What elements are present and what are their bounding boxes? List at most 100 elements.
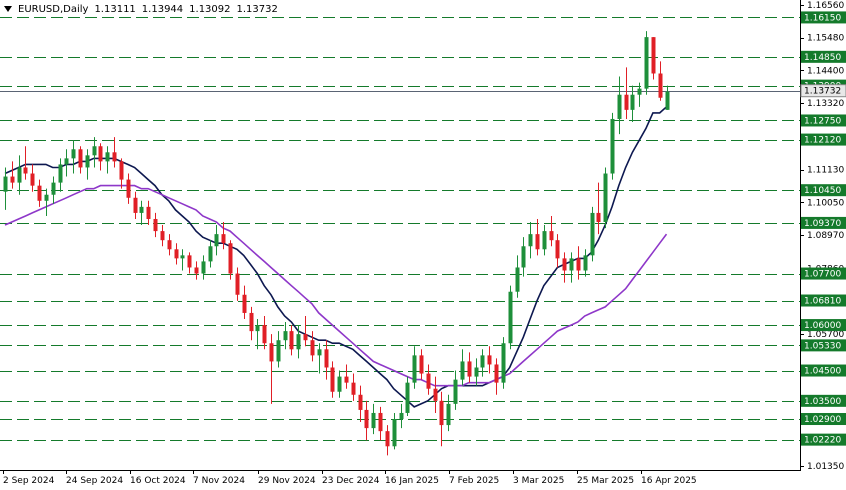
candle-body	[480, 355, 485, 368]
candle-body	[590, 212, 595, 256]
candle-body	[364, 409, 369, 429]
ohlc-low: 1.13092	[189, 4, 231, 15]
candle-body	[228, 243, 233, 274]
x-tick-label: 16 Jan 2025	[385, 476, 439, 486]
candle-body	[358, 394, 363, 410]
y-tick-label: 1.15480	[807, 34, 844, 44]
candle-body	[180, 255, 185, 259]
candle-body	[487, 355, 492, 365]
candle-body	[221, 234, 226, 244]
candle-body	[37, 185, 42, 201]
x-tick-label: 16 Apr 2025	[641, 476, 697, 486]
candle-body	[242, 294, 247, 313]
level-label-box	[801, 413, 846, 426]
candle-body	[630, 94, 635, 110]
level-label: 1.07700	[804, 270, 841, 280]
candle-body	[262, 325, 267, 344]
level-label: 1.03500	[804, 397, 841, 407]
level-label: 1.02900	[804, 415, 841, 425]
level-label-box	[801, 339, 846, 352]
candle-body	[201, 261, 206, 274]
candle-body	[126, 179, 131, 198]
candle-body	[64, 158, 69, 165]
current-price-label: 1.13732	[804, 87, 841, 97]
candle-body	[494, 364, 499, 383]
candle-body	[405, 382, 410, 413]
candle-body	[446, 403, 451, 426]
candle-body	[187, 255, 192, 268]
candle-body	[351, 382, 356, 395]
candle-body	[30, 173, 35, 186]
candle-body	[249, 312, 254, 332]
x-tick-label: 29 Nov 2024	[258, 476, 316, 486]
candle-body	[78, 149, 83, 168]
y-tick-label: 1.11130	[807, 166, 844, 176]
candle-body	[542, 231, 547, 250]
symbol-label: EURUSD,Daily	[18, 4, 89, 15]
candle-body	[58, 164, 63, 183]
level-label-box	[801, 364, 846, 377]
candle-body	[596, 212, 601, 223]
x-axis-labels: 2 Sep 2024 24 Sep 2024 16 Oct 2024 7 Nov 20…	[3, 470, 697, 486]
x-tick-label: 16 Oct 2024	[130, 476, 186, 486]
candle-body	[10, 176, 15, 183]
level-label: 1.09370	[804, 219, 841, 229]
candle-body	[17, 167, 22, 183]
candle-body	[71, 149, 76, 159]
candle-body	[23, 167, 28, 174]
symbol-dropdown-icon[interactable]	[4, 6, 12, 12]
candle-body	[105, 152, 110, 162]
candle-body	[378, 412, 383, 432]
candle-body	[644, 37, 649, 89]
level-label-box	[801, 184, 846, 197]
level-label: 1.14850	[804, 53, 841, 63]
candle-body	[344, 376, 349, 383]
level-label: 1.10450	[804, 186, 841, 196]
level-label-box	[801, 50, 846, 63]
x-tick-label: 7 Feb 2025	[449, 476, 499, 486]
chart-header: EURUSD,Daily 1.13111 1.13944 1.13092 1.13732	[4, 4, 284, 15]
candle-body	[119, 161, 124, 180]
candle-body	[153, 218, 158, 232]
candle-body	[283, 331, 288, 341]
candle-body	[412, 355, 417, 383]
candle-body	[535, 234, 540, 250]
candle-body	[303, 334, 308, 341]
y-tick-label: 1.10050	[807, 198, 844, 208]
y-tick-label: 1.05700	[807, 330, 844, 340]
candle-body	[562, 258, 567, 271]
candle-body	[392, 419, 397, 447]
candle-body	[255, 325, 260, 332]
candle-body	[521, 246, 526, 268]
level-label-box	[801, 267, 846, 280]
candle-body	[617, 94, 622, 119]
candle-body	[310, 340, 315, 356]
candles	[3, 31, 670, 456]
candle-body	[603, 173, 608, 223]
candle-body	[276, 340, 281, 362]
candle-body	[467, 361, 472, 377]
candle-body	[174, 249, 179, 259]
candle-body	[426, 373, 431, 389]
level-label: 1.06810	[804, 297, 841, 307]
candle-body	[235, 273, 240, 295]
candle-body	[501, 343, 506, 383]
candle-body	[371, 412, 376, 429]
level-label-box	[801, 114, 846, 127]
level-label: 1.12120	[804, 136, 841, 146]
candle-body	[324, 349, 329, 368]
level-label-box	[801, 133, 846, 146]
candle-body	[610, 118, 615, 174]
candle-body	[208, 246, 213, 262]
candle-body	[460, 361, 465, 380]
candle-body	[583, 255, 588, 271]
ohlc-open: 1.13111	[94, 4, 136, 15]
x-tick-label: 2 Sep 2024	[3, 476, 55, 486]
x-tick-label: 24 Sep 2024	[66, 476, 123, 486]
level-label: 1.05330	[804, 341, 841, 351]
candle-body	[624, 94, 629, 110]
candle-body	[214, 234, 219, 247]
candle-body	[576, 258, 581, 271]
level-label: 1.16150	[804, 13, 841, 23]
